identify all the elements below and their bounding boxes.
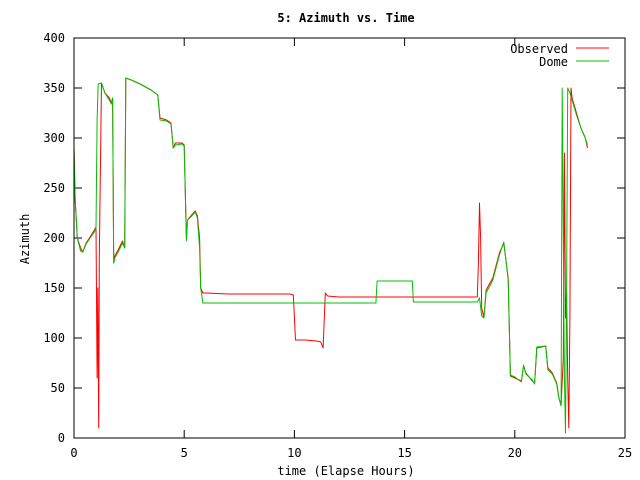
y-tick-label: 100 <box>43 331 65 345</box>
y-tick-label: 250 <box>43 181 65 195</box>
legend-label-observed: Observed <box>510 42 568 56</box>
y-tick-labels: 0 50 100 150 200 250 300 350 400 <box>43 31 65 445</box>
series-layer <box>73 77 588 434</box>
x-tick-labels: 0 5 10 15 20 25 <box>70 446 632 460</box>
x-tick-label: 0 <box>70 446 77 460</box>
y-axis-label: Azimuth <box>18 214 32 265</box>
plot-frame <box>73 37 626 439</box>
y-tick-label: 350 <box>43 81 65 95</box>
legend-label-dome: Dome <box>539 55 568 69</box>
x-tick-label: 20 <box>508 446 522 460</box>
y-tick-label: 50 <box>51 381 65 395</box>
y-tick-label: 300 <box>43 131 65 145</box>
tick-marks <box>74 38 625 438</box>
chart-title: 5: Azimuth vs. Time <box>277 11 414 25</box>
y-tick-label: 0 <box>58 431 65 445</box>
series-line-dome <box>73 77 588 434</box>
series-line-observed <box>73 77 588 429</box>
x-tick-label: 5 <box>181 446 188 460</box>
y-tick-label: 150 <box>43 281 65 295</box>
y-tick-label: 400 <box>43 31 65 45</box>
x-tick-label: 25 <box>618 446 632 460</box>
x-tick-label: 15 <box>397 446 411 460</box>
x-tick-label: 10 <box>287 446 301 460</box>
x-axis-label: time (Elapse Hours) <box>277 464 414 478</box>
y-tick-label: 200 <box>43 231 65 245</box>
